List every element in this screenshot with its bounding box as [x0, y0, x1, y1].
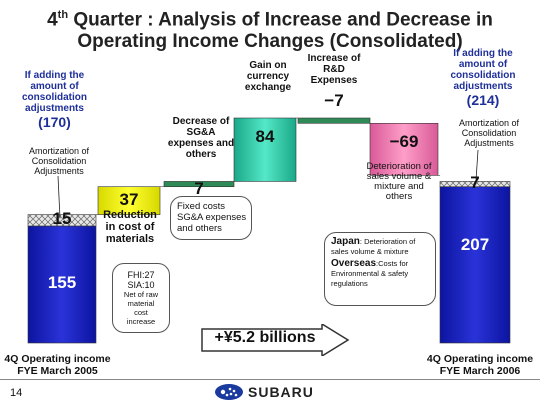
value-label-right-amort: 7 [470, 173, 480, 193]
title-line1-pre: 4 [47, 9, 58, 31]
right-amort-pointer [475, 149, 479, 181]
left-footer-line: 4Q Operating income [4, 353, 111, 365]
label-line: sales volume & [366, 171, 432, 182]
value-label-deterioration: −69 [389, 132, 419, 152]
value-label-sga: 7 [194, 178, 204, 198]
value-label-start: 155 [47, 273, 77, 293]
overseas-label: Overseas [331, 258, 377, 269]
label-currency: Gain on currency exchange [236, 60, 300, 93]
footer-divider [0, 379, 540, 380]
left-adj-line: amount of [30, 81, 79, 92]
left-adj-value: (170) [38, 114, 71, 130]
bar-currency [233, 117, 297, 182]
japan-text: : Deterioration of sales volume & mixtur… [331, 237, 416, 256]
left-amort-pointer [57, 175, 61, 219]
label-line: Increase of [307, 53, 361, 64]
label-line: others [385, 191, 413, 202]
right-amort-label: Amortization of Consolidation Adjustment… [447, 118, 531, 148]
callout-line: cost [134, 308, 148, 317]
right-footer-line: FYE March 2006 [439, 365, 521, 377]
value-label-end: 207 [460, 235, 490, 255]
title-sup: th [57, 9, 69, 21]
callout-line: SIA:10 [127, 280, 155, 290]
right-footer-line: 4Q Operating income [426, 353, 534, 365]
right-adj-line: adjustments [453, 81, 513, 92]
value-label-currency: 84 [255, 127, 275, 146]
right-adj-line: amount of [458, 59, 508, 70]
label-line: mixture and [374, 181, 424, 192]
label-reduction: Reduction in cost of materials [98, 209, 162, 245]
left-footer-line: FYE March 2005 [17, 365, 98, 377]
label-line: in cost of [105, 221, 155, 233]
label-rnd: Increase of R&D Expenses [298, 53, 370, 86]
callout-fixed-costs: Fixed costs SG&A expenses and others [170, 196, 252, 240]
label-line: Expenses [310, 75, 358, 86]
label-line: exchange [244, 82, 292, 93]
right-adj-line: consolidation [450, 70, 516, 81]
right-amort-line: Adjustments [464, 138, 514, 148]
title-line2: Operating Income Changes (Consolidated) [77, 31, 463, 53]
right-amort-line: Consolidation [461, 128, 517, 138]
left-amort-line: Consolidation [31, 156, 87, 166]
subaru-star-icon [215, 384, 243, 400]
left-adj-line: adjustments [25, 103, 84, 114]
label-line: Reduction [103, 209, 157, 221]
bar-start-amortization [27, 214, 97, 227]
label-line: expenses and [167, 138, 235, 149]
callout-line: increase [126, 317, 156, 326]
bar-deterioration [369, 122, 439, 176]
label-line: Gain on [249, 60, 287, 71]
page-title: 4th Quarter : Analysis of Increase and D… [0, 4, 540, 53]
callout-japan-overseas: Japan: Deterioration of sales volume & m… [324, 232, 436, 306]
label-line: SG&A [186, 127, 216, 138]
callout-fhi-sia: FHI:27 SIA:10 Net of raw material cost i… [112, 263, 170, 333]
japan-label: Japan [331, 236, 360, 247]
right-amort-line: Amortization of [458, 118, 520, 128]
overseas-text: :Costs for Environmental & safety regula… [331, 259, 409, 288]
title-line1-post: Quarter : Analysis of Increase and Decre… [68, 9, 493, 31]
label-sga: Decrease of SG&A expenses and others [160, 116, 242, 160]
bar-materials [97, 186, 161, 215]
subaru-logo: SUBARU [214, 383, 330, 401]
label-line: R&D [323, 64, 345, 75]
callout-line: Fixed costs [177, 201, 226, 212]
bar-sga [163, 181, 235, 188]
right-adj-line: If adding the [453, 48, 513, 59]
left-amort-line: Amortization of [28, 146, 90, 156]
bar-end-amortization [439, 181, 511, 188]
total-change-label: +¥5.2 billions [214, 329, 316, 346]
left-adj-note: If adding the amount of consolidation ad… [12, 70, 97, 131]
callout-line: SG&A expenses [177, 212, 247, 223]
label-line: others [185, 149, 217, 160]
bar-start [27, 225, 97, 344]
callout-line: FHI:27 [127, 270, 155, 280]
value-label-rnd: −7 [324, 91, 344, 110]
total-change-arrow [201, 324, 350, 356]
callout-line: and others [177, 223, 222, 234]
left-amort-label: Amortization of Consolidation Adjustment… [18, 146, 100, 176]
bar-end [439, 186, 511, 344]
logo-text: SUBARU [248, 384, 314, 400]
left-amort-line: Adjustments [34, 166, 84, 176]
label-deterioration: Deterioration of sales volume & mixture … [358, 162, 440, 202]
page-number: 14 [10, 387, 23, 399]
label-line: materials [105, 233, 155, 245]
left-adj-line: consolidation [22, 92, 87, 103]
label-line: Deterioration of [366, 161, 432, 172]
value-label-left-amort: 15 [52, 209, 72, 229]
bar-rnd [297, 117, 371, 124]
right-adj-note: If adding the amount of consolidation ad… [440, 48, 526, 109]
label-line: Decrease of [172, 116, 230, 127]
label-line: currency [246, 71, 290, 82]
right-adj-value: (214) [466, 92, 500, 108]
left-adj-line: If adding the [24, 70, 85, 81]
callout-line: Net of raw [123, 290, 159, 299]
right-footer: 4Q Operating income FYE March 2006 [420, 353, 540, 377]
value-label-materials: 37 [119, 189, 139, 209]
left-footer: 4Q Operating income FYE March 2005 [0, 353, 115, 377]
callout-line: material [127, 299, 155, 308]
